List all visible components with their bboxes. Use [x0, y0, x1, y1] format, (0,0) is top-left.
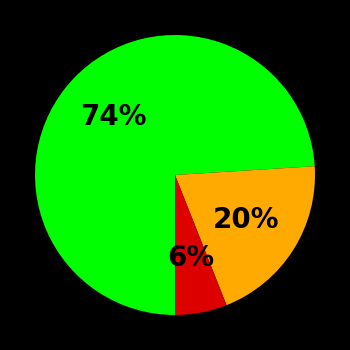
Text: 6%: 6%: [167, 244, 214, 272]
Wedge shape: [175, 166, 315, 305]
Wedge shape: [175, 175, 226, 315]
Text: 20%: 20%: [213, 206, 279, 234]
Text: 74%: 74%: [80, 104, 147, 132]
Wedge shape: [35, 35, 315, 315]
